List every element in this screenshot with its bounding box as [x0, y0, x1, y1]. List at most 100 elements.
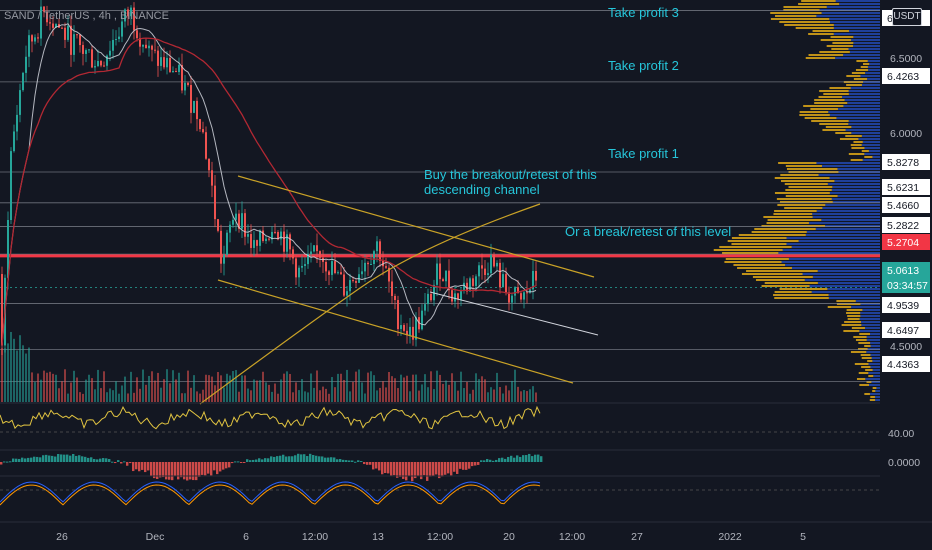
macd-bar [396, 462, 399, 478]
profile-bar-buy [869, 333, 880, 335]
volume-bar [100, 388, 102, 402]
profile-bar-buy [864, 327, 880, 329]
candle-body [307, 253, 309, 265]
volume-bar [385, 387, 387, 402]
volume-bar [328, 393, 330, 402]
profile-bar-buy [873, 375, 880, 377]
candle-body [289, 234, 291, 250]
profile-bar-buy [848, 30, 880, 32]
candle-body [310, 251, 312, 254]
macd-bar [78, 455, 81, 462]
volume-bar [280, 379, 282, 402]
volume-bar [166, 369, 168, 402]
macd-bar [81, 456, 84, 462]
macd-bar [123, 461, 126, 463]
profile-bar-buy [812, 276, 880, 278]
macd-bar [264, 458, 267, 462]
volume-bar [316, 370, 318, 402]
volume-bar [31, 372, 33, 402]
profile-bar-buy [862, 141, 880, 143]
candle-body [139, 38, 141, 47]
candle-body [445, 270, 447, 282]
volume-bar [394, 378, 396, 402]
profile-bar-sell [843, 330, 860, 332]
time-tick-label: 26 [56, 531, 68, 543]
currency-badge[interactable]: USDT [892, 8, 922, 26]
volume-bar [106, 392, 108, 402]
profile-bar-sell [854, 363, 869, 365]
macd-bar [30, 457, 33, 462]
candle-body [46, 11, 48, 23]
volume-bar [235, 370, 237, 402]
macd-bar [93, 458, 96, 462]
profile-bar-sell [773, 294, 829, 296]
symbol-title[interactable]: SAND / TetherUS , 4h , BINANCE [4, 10, 169, 22]
profile-bar-buy [876, 387, 880, 389]
candle-body [517, 287, 519, 294]
candle-body [265, 238, 267, 241]
candle-body [157, 50, 159, 66]
macd-bar [366, 462, 369, 465]
macd-bar [447, 462, 450, 474]
macd-bar [363, 462, 366, 465]
volume-bar [508, 390, 510, 402]
profile-bar-buy [809, 285, 880, 287]
candle-body [106, 55, 108, 66]
candle-body [55, 24, 57, 28]
price-axis-label: 5.6231 [887, 182, 919, 194]
candle-body [232, 219, 234, 225]
profile-bar-sell [872, 387, 877, 389]
candle-body [502, 274, 504, 288]
volume-bar [298, 390, 300, 402]
macd-bar [348, 460, 351, 462]
macd-bar [282, 454, 285, 462]
profile-bar-buy [832, 201, 880, 203]
price-axis-label: 03:34:57 [887, 280, 928, 292]
price-axis-label: 4.9539 [887, 300, 919, 312]
profile-bar-buy [816, 15, 880, 17]
profile-bar-buy [858, 138, 880, 140]
macd-bar [309, 453, 312, 462]
volume-bar [517, 386, 519, 402]
macd-bar [234, 461, 237, 463]
volume-bar [406, 375, 408, 402]
profile-bar-sell [777, 204, 826, 206]
trend-curve-line [199, 203, 541, 405]
macd-bar [105, 458, 108, 462]
profile-bar-buy [867, 66, 880, 68]
macd-bar [63, 454, 66, 462]
price-axis-label-bg [882, 297, 930, 313]
profile-bar-sell [727, 240, 799, 242]
descending-channel [199, 175, 599, 405]
profile-bar-buy [861, 135, 880, 137]
candle-body [472, 278, 474, 286]
candle-body [436, 263, 438, 285]
volume-bar [424, 374, 426, 402]
candle-body [520, 293, 522, 300]
profile-bar-sell [869, 399, 876, 401]
macd-bar [168, 462, 171, 480]
profile-bar-buy [860, 312, 880, 314]
volume-bar [199, 393, 201, 402]
profile-bar-buy [866, 336, 880, 338]
candle-body [112, 39, 114, 51]
candle-body [97, 60, 99, 67]
profile-bar-buy [791, 246, 880, 248]
price-axis-label: 5.4660 [887, 200, 919, 212]
indicator-panes [0, 402, 932, 523]
profile-bar-sell [784, 183, 828, 185]
volume-bar [376, 390, 378, 402]
time-tick-label: Dec [146, 531, 165, 543]
macd-bar [195, 462, 198, 481]
volume-bar [382, 381, 384, 402]
macd-bar [516, 455, 519, 462]
candle-body [124, 9, 126, 22]
profile-bar-buy [821, 165, 880, 167]
profile-bar-sell [856, 378, 866, 380]
profile-bar-sell [801, 0, 836, 2]
price-axis-label-bg [882, 322, 930, 338]
candle-body [25, 56, 27, 73]
profile-bar-sell [773, 213, 813, 215]
